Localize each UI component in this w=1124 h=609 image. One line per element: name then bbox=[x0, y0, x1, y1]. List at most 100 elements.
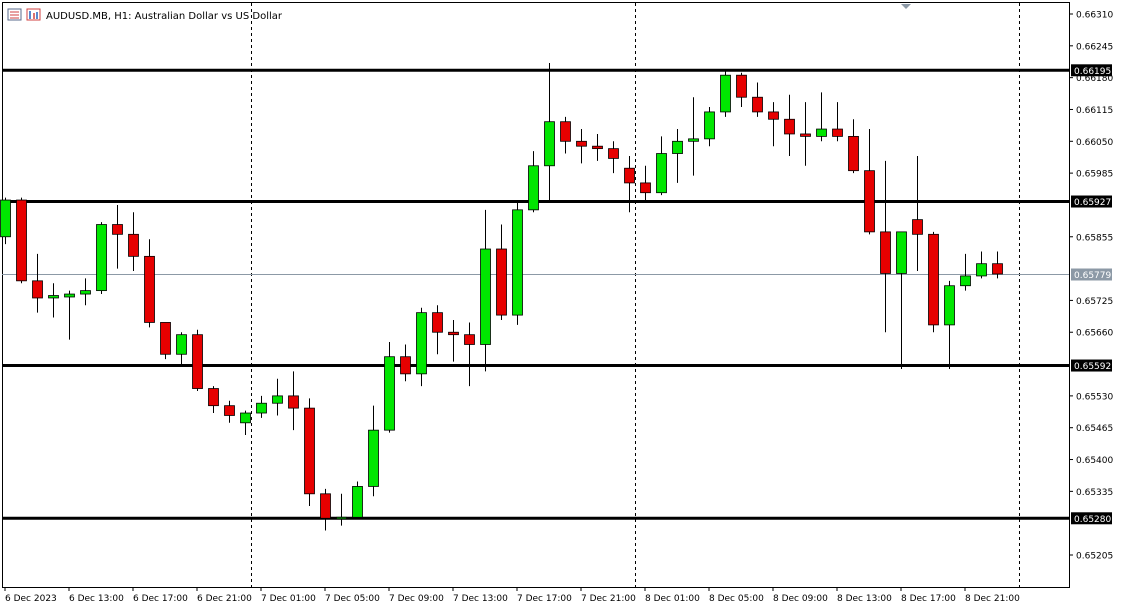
candle-body bbox=[144, 255, 155, 323]
candle-body bbox=[608, 148, 619, 159]
indicators-icon[interactable] bbox=[26, 8, 41, 21]
candle bbox=[432, 305, 443, 355]
time-axis[interactable]: 6 Dec 2023 6 Dec 13:00 6 Dec 17:00 6 Dec 21… bbox=[4, 587, 1020, 604]
candle-body bbox=[352, 486, 363, 518]
candle bbox=[624, 155, 635, 213]
price-tick-label: 0.65530 bbox=[1076, 392, 1113, 402]
candle-body bbox=[960, 275, 971, 287]
candle-body bbox=[688, 138, 699, 142]
candle bbox=[160, 322, 171, 360]
candle-body bbox=[640, 182, 651, 194]
candle bbox=[496, 224, 507, 320]
candle-body bbox=[208, 388, 219, 407]
candle bbox=[768, 102, 779, 147]
level-price-box bbox=[1071, 195, 1112, 208]
candle-body bbox=[320, 493, 331, 519]
candle-body bbox=[704, 111, 715, 140]
candle bbox=[960, 253, 971, 291]
price-tick-label: 0.66050 bbox=[1076, 138, 1113, 148]
candle bbox=[992, 251, 1003, 279]
candle-body bbox=[160, 322, 171, 355]
candle-body bbox=[912, 219, 923, 235]
candle bbox=[784, 94, 795, 156]
candle-body bbox=[16, 199, 27, 282]
price-tick-label: 0.65465 bbox=[1076, 424, 1113, 434]
candle-body bbox=[64, 293, 75, 298]
candle bbox=[176, 332, 187, 367]
candle-body bbox=[512, 209, 523, 316]
level-price-labels: 0.66195 0.65927 0.65592 0.65280 0.65779 bbox=[1071, 64, 1112, 525]
candle bbox=[96, 222, 107, 295]
level-price-label: 0.65927 bbox=[1074, 198, 1111, 208]
candle-body bbox=[848, 135, 859, 172]
chart-shift-marker[interactable] bbox=[901, 4, 911, 9]
candle bbox=[448, 319, 459, 362]
candle bbox=[240, 410, 251, 436]
level-price-box bbox=[1071, 512, 1112, 525]
time-tick-label: 6 Dec 21:00 bbox=[197, 594, 252, 604]
candle-body bbox=[928, 233, 939, 326]
candle-body bbox=[992, 263, 1003, 275]
candle bbox=[736, 72, 747, 108]
candle bbox=[816, 92, 827, 142]
candle-body bbox=[528, 165, 539, 211]
candle bbox=[592, 133, 603, 161]
chart-type-icon[interactable] bbox=[7, 8, 22, 21]
price-axis[interactable]: 0.66310 0.66245 0.66180 0.66115 0.66050 0.659… bbox=[1069, 11, 1113, 562]
price-tick-label: 0.66245 bbox=[1076, 42, 1113, 52]
candle-body bbox=[48, 295, 59, 299]
candle-body bbox=[336, 516, 347, 520]
candle bbox=[272, 378, 283, 416]
day-separators bbox=[251, 3, 1020, 587]
candle bbox=[608, 141, 619, 174]
candle-body bbox=[896, 231, 907, 274]
candle-body bbox=[96, 224, 107, 292]
price-tick-label: 0.66310 bbox=[1076, 11, 1113, 21]
candle bbox=[0, 197, 11, 245]
candle-body bbox=[0, 199, 11, 238]
plot-area bbox=[2, 2, 1070, 588]
bid-price-label: 0.65779 bbox=[1074, 271, 1111, 281]
candle bbox=[528, 151, 539, 213]
candle bbox=[944, 280, 955, 369]
time-tick-label: 8 Dec 21:00 bbox=[965, 594, 1020, 604]
chart-title: AUDUSD.MB, H1: Australian Dollar vs US D… bbox=[46, 11, 283, 22]
price-tick-label: 0.66180 bbox=[1076, 74, 1113, 84]
candle-body bbox=[272, 395, 283, 404]
candle bbox=[224, 400, 235, 423]
candle-body bbox=[944, 285, 955, 326]
candle bbox=[128, 212, 139, 272]
candle bbox=[896, 231, 907, 369]
level-price-box bbox=[1071, 359, 1112, 372]
bid-price-box bbox=[1071, 268, 1112, 281]
candle-body bbox=[496, 248, 507, 316]
candle bbox=[64, 290, 75, 340]
level-price-label: 0.66195 bbox=[1074, 67, 1111, 77]
time-tick-label: 8 Dec 01:00 bbox=[645, 594, 700, 604]
candle bbox=[256, 395, 267, 418]
candle bbox=[848, 119, 859, 174]
candle bbox=[352, 481, 363, 519]
candle bbox=[976, 251, 987, 279]
time-tick-label: 6 Dec 17:00 bbox=[133, 594, 188, 604]
time-tick-label: 8 Dec 05:00 bbox=[709, 594, 764, 604]
candle bbox=[672, 129, 683, 183]
candle bbox=[304, 398, 315, 507]
candle bbox=[384, 342, 395, 433]
candle-body bbox=[752, 96, 763, 113]
level-price-box bbox=[1071, 64, 1112, 77]
candle-body bbox=[400, 356, 411, 375]
candle-body bbox=[592, 145, 603, 150]
candle-body bbox=[720, 74, 731, 113]
candle bbox=[912, 155, 923, 272]
candle bbox=[688, 97, 699, 176]
candle bbox=[48, 283, 59, 318]
candle-body bbox=[816, 128, 827, 137]
level-price-label: 0.65280 bbox=[1074, 515, 1111, 525]
candle-body bbox=[240, 412, 251, 424]
level-price-label: 0.65592 bbox=[1074, 362, 1111, 372]
candle-body bbox=[768, 111, 779, 120]
candle bbox=[560, 116, 571, 154]
